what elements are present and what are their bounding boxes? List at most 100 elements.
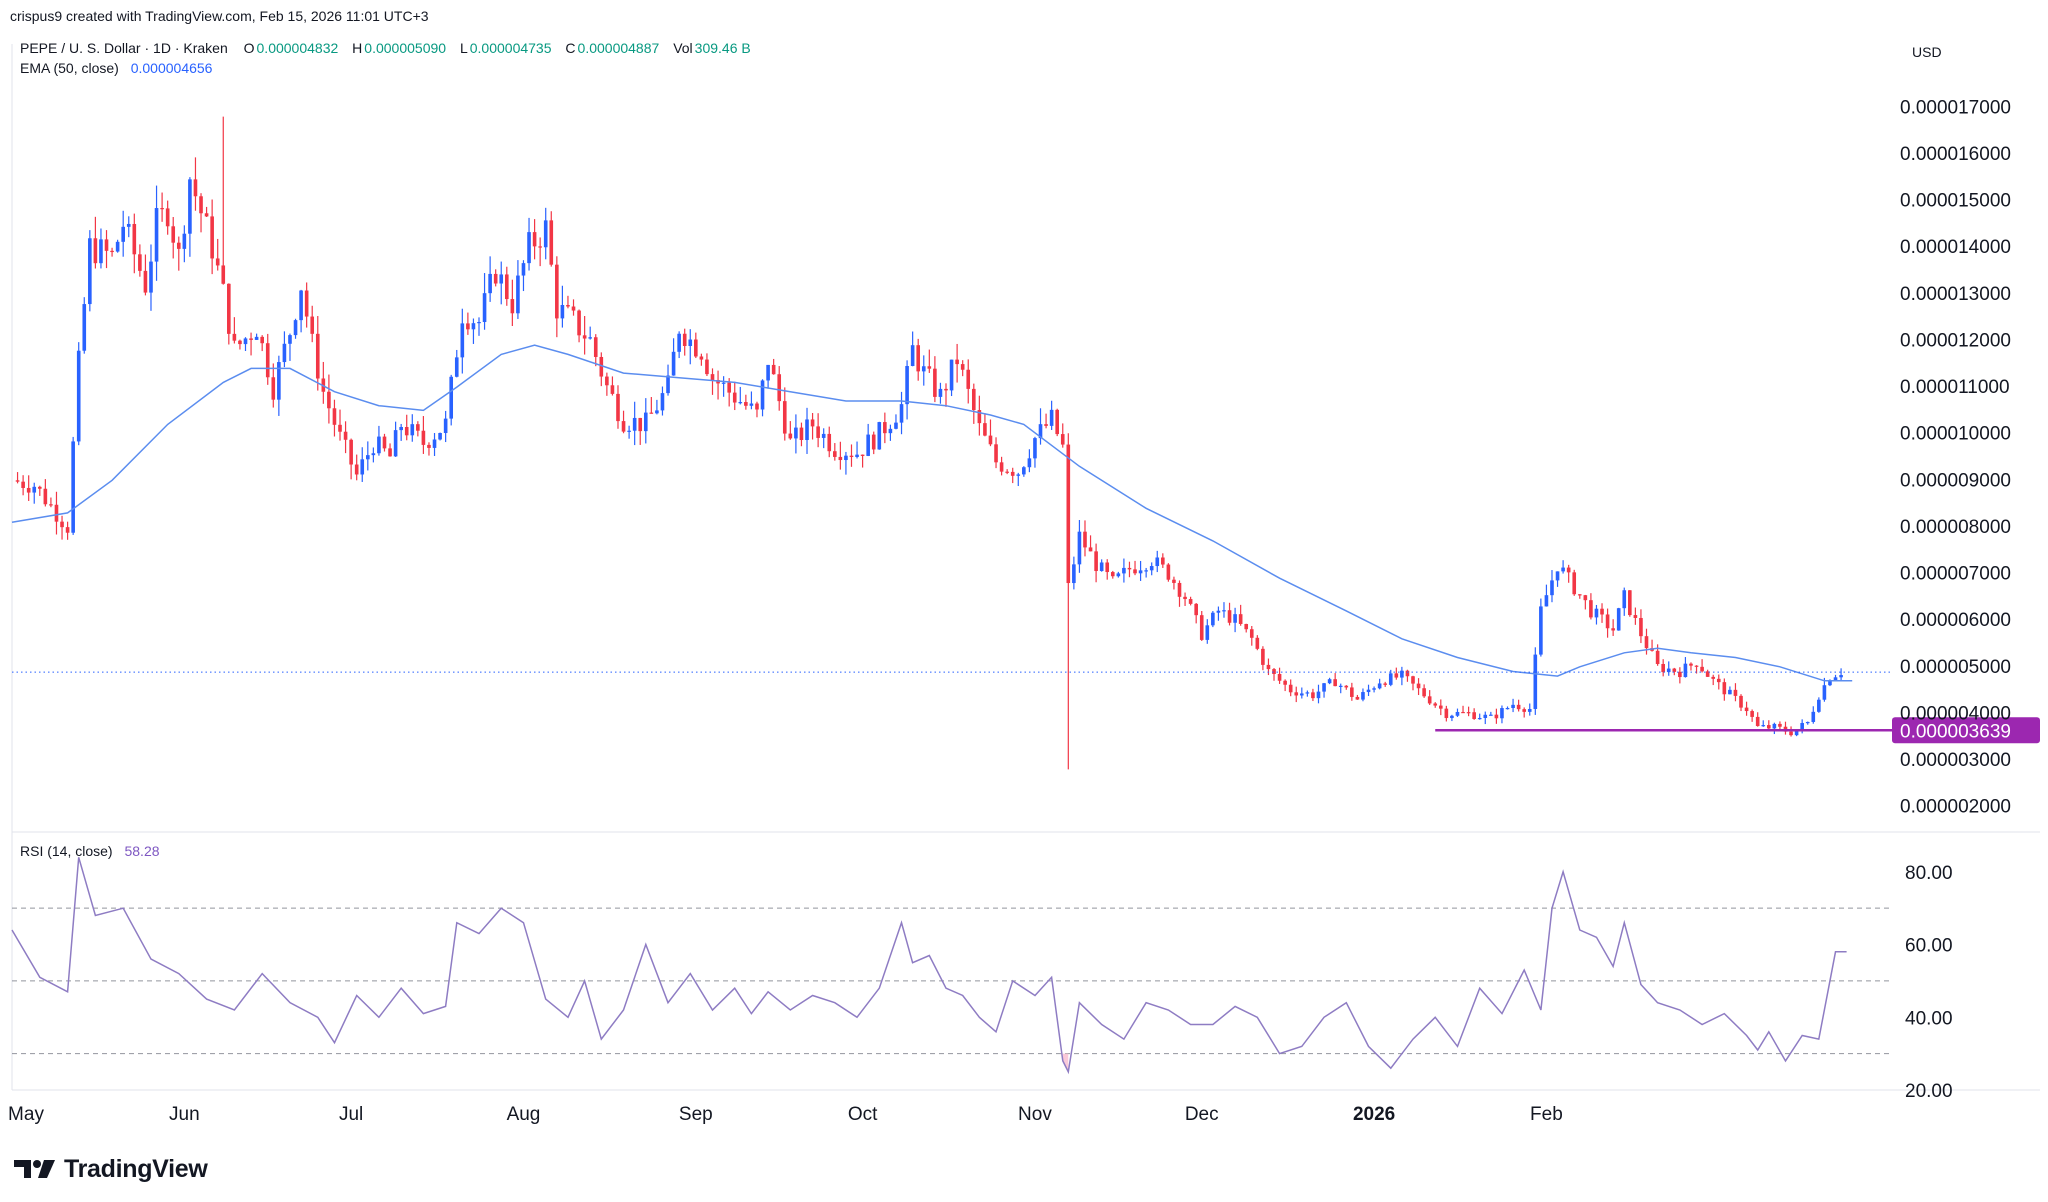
candle-body bbox=[1678, 671, 1682, 678]
rsi-tick-label: 80.00 bbox=[1905, 863, 1953, 884]
candle-body bbox=[1500, 708, 1504, 719]
candle-body bbox=[1839, 675, 1843, 678]
candle-body bbox=[1177, 582, 1182, 597]
candle-body bbox=[1305, 692, 1310, 694]
candle-body bbox=[277, 362, 281, 400]
candle-body bbox=[666, 375, 670, 394]
candle-body bbox=[1016, 474, 1021, 476]
candle-body bbox=[805, 419, 809, 441]
candle-body bbox=[26, 487, 31, 493]
candle-body bbox=[999, 462, 1004, 472]
candle-body bbox=[1438, 705, 1443, 709]
candle-body bbox=[1144, 570, 1148, 572]
candle-body bbox=[1049, 409, 1054, 426]
candle-body bbox=[971, 388, 976, 411]
currency-selector[interactable]: USD bbox=[1902, 38, 2042, 66]
candle-body bbox=[15, 480, 20, 482]
candle-body bbox=[221, 265, 226, 284]
candle-body bbox=[610, 385, 615, 394]
candle-body bbox=[1183, 596, 1187, 600]
candle-body bbox=[738, 402, 743, 404]
candle-body bbox=[1778, 723, 1782, 727]
rsi-tick-label: 40.00 bbox=[1905, 1008, 1953, 1029]
candle-body bbox=[1027, 458, 1032, 468]
candle-body bbox=[466, 323, 470, 330]
candle-body bbox=[1300, 693, 1304, 696]
candle-body bbox=[1033, 438, 1037, 459]
candle-body bbox=[232, 333, 237, 341]
candle-body bbox=[1311, 692, 1315, 699]
candle-body bbox=[571, 306, 576, 311]
candle-body bbox=[1761, 725, 1766, 727]
candle-body bbox=[705, 359, 709, 375]
candle-body bbox=[377, 436, 381, 454]
candle-body bbox=[532, 232, 537, 247]
candle-body bbox=[482, 293, 487, 323]
candle-body bbox=[760, 380, 765, 410]
candle-body bbox=[138, 254, 142, 271]
candle-body bbox=[1127, 567, 1132, 570]
candle-body bbox=[1572, 572, 1577, 595]
candle-body bbox=[682, 333, 687, 346]
candle-body bbox=[82, 304, 87, 351]
candle-body bbox=[905, 365, 909, 405]
candle-body bbox=[833, 451, 837, 457]
ohlc-legend: PEPE / U. S. Dollar · 1D · Kraken O 0.000… bbox=[20, 40, 753, 56]
candle-body bbox=[521, 263, 526, 276]
candle-body bbox=[410, 424, 415, 436]
tradingview-logo[interactable]: TradingView bbox=[14, 1152, 208, 1186]
candle-body bbox=[493, 273, 498, 284]
candle-body bbox=[1155, 557, 1160, 567]
candle-body bbox=[782, 401, 787, 434]
candle-body bbox=[1266, 664, 1271, 670]
candle-body bbox=[393, 430, 398, 457]
candle-body bbox=[1394, 673, 1399, 678]
candle-body bbox=[1505, 708, 1510, 710]
candle-body bbox=[354, 464, 359, 475]
candle-body bbox=[1527, 708, 1532, 712]
candle-body bbox=[249, 338, 253, 340]
candle-body bbox=[1728, 689, 1732, 695]
candle-body bbox=[1366, 689, 1371, 693]
candle-body bbox=[310, 316, 315, 334]
support-price-label: 0.000003639 bbox=[1900, 721, 2011, 742]
candle-body bbox=[1099, 562, 1104, 572]
candle-body bbox=[1444, 708, 1449, 719]
candle-body bbox=[1166, 564, 1171, 580]
candle-body bbox=[1733, 689, 1738, 696]
candle-body bbox=[93, 238, 98, 264]
candle-body bbox=[1372, 688, 1376, 690]
candle-body bbox=[1739, 695, 1743, 708]
candle-body bbox=[499, 274, 504, 284]
candle-body bbox=[1533, 654, 1538, 709]
candle-body bbox=[555, 264, 559, 319]
candle-body bbox=[1094, 551, 1098, 572]
candle-body bbox=[977, 410, 982, 424]
candle-body bbox=[65, 527, 70, 533]
candle-body bbox=[1355, 696, 1360, 700]
volume-label: Vol bbox=[673, 40, 693, 56]
candle-body bbox=[293, 320, 298, 336]
candle-body bbox=[921, 366, 926, 372]
candle-body bbox=[1222, 610, 1226, 612]
price-tick-label: 0.000012000 bbox=[1900, 330, 2011, 351]
rsi-panel bbox=[11, 857, 1892, 1075]
high-value: 0.000005090 bbox=[364, 40, 447, 56]
candle-body bbox=[944, 388, 948, 391]
candle-body bbox=[327, 391, 331, 409]
ema-line bbox=[11, 344, 1853, 682]
candle-body bbox=[927, 366, 932, 369]
candle-body bbox=[260, 336, 264, 344]
candle-body bbox=[899, 404, 904, 423]
open-value: 0.000004832 bbox=[256, 40, 339, 56]
candle-body bbox=[1539, 606, 1543, 655]
candle-body bbox=[1283, 680, 1287, 685]
candle-body bbox=[1400, 670, 1404, 678]
candle-body bbox=[1388, 673, 1393, 685]
price-tick-label: 0.000002000 bbox=[1900, 797, 2011, 818]
candle-body bbox=[204, 213, 209, 217]
candle-body bbox=[332, 408, 337, 425]
candle-body bbox=[304, 290, 309, 317]
candle-body bbox=[338, 424, 342, 432]
close-label: C bbox=[565, 40, 576, 56]
